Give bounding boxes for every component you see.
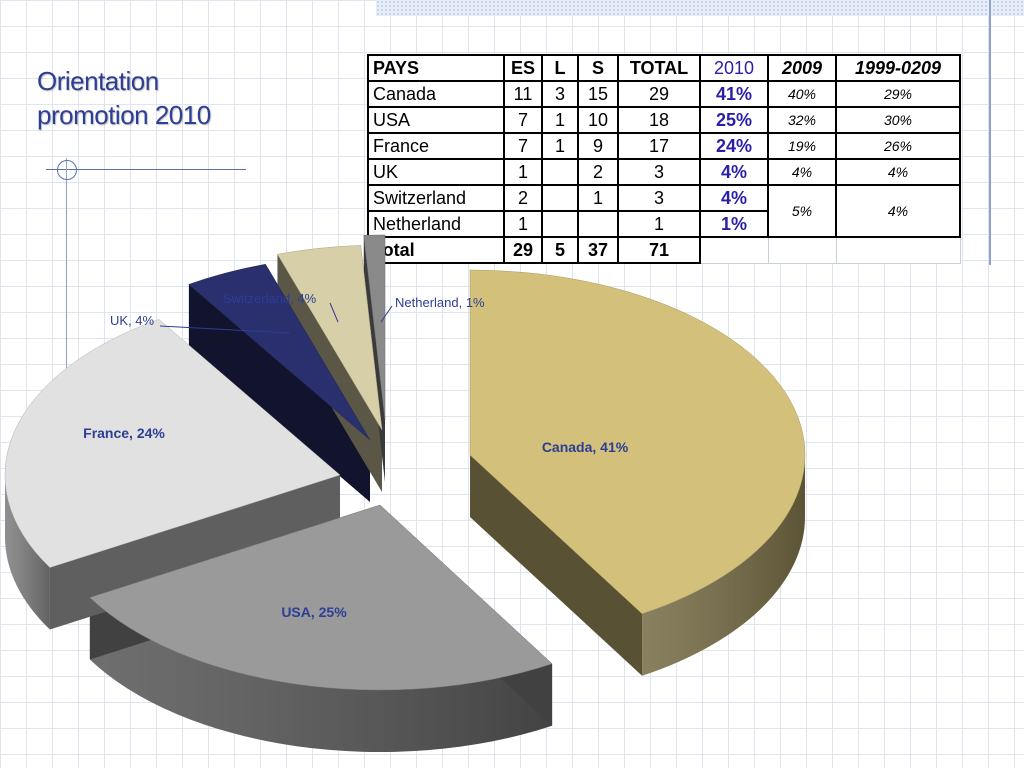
cell-2010: 41% — [699, 80, 769, 108]
cell-country: UK — [367, 158, 505, 186]
cell-2010: 25% — [699, 106, 769, 134]
cell-s: 9 — [577, 132, 619, 160]
title-line-1: Orientation — [37, 66, 159, 96]
pie-slice-side-shade — [4, 475, 50, 630]
header-s: S — [577, 54, 619, 82]
cell-total: 18 — [617, 106, 701, 134]
table-total-row: Total 29 5 37 71 — [367, 236, 961, 264]
cell-es: 11 — [503, 80, 543, 108]
title-line-2: promotion 2010 — [37, 100, 211, 130]
table-row: USA 7 1 10 18 25% 32% 30% — [367, 106, 961, 134]
header-es: ES — [503, 54, 543, 82]
pie-slice-uk — [188, 263, 371, 441]
header-total: TOTAL — [617, 54, 701, 82]
slide-title: Orientation promotion 2010 — [37, 64, 267, 132]
decor-horizontal-line — [46, 169, 246, 170]
cell-total: 17 — [617, 132, 701, 160]
cell-total: 1 — [617, 210, 701, 238]
cell-2010: 4% — [699, 158, 769, 186]
header-pays: PAYS — [367, 54, 505, 82]
table-header-row: PAYS ES L S TOTAL 2010 2009 1999-0209 — [367, 54, 961, 82]
header-l: L — [541, 54, 579, 82]
cell-1999-0209: 30% — [835, 106, 961, 134]
cell-l: 1 — [541, 132, 579, 160]
cell-2009: 19% — [767, 132, 837, 160]
cell-total: 3 — [617, 158, 701, 186]
cell-l — [541, 210, 579, 238]
cell-2009: 32% — [767, 106, 837, 134]
cell-empty — [699, 236, 769, 264]
cell-es: 1 — [503, 210, 543, 238]
data-label-usa: USA, 25% — [281, 604, 347, 620]
cell-es: 7 — [503, 132, 543, 160]
cell-s: 15 — [577, 80, 619, 108]
cell-1999-0209: 4% — [835, 184, 961, 238]
data-label-netherland: Netherland, 1% — [395, 295, 485, 310]
cell-country: France — [367, 132, 505, 160]
table-row: Netherland 1 1 1% — [367, 210, 960, 238]
cell-2010: 24% — [699, 132, 769, 160]
cell-empty — [835, 236, 961, 264]
pie-slice-usa — [89, 504, 553, 691]
data-label-canada: Canada, 41% — [542, 439, 629, 455]
pie-slice-side-shade — [642, 455, 805, 676]
cell-s: 2 — [577, 158, 619, 186]
cell-2009: 4% — [767, 158, 837, 186]
top-decor-band — [376, 0, 1024, 16]
pie-slice-switzerland — [277, 245, 383, 431]
leader-line-uk — [159, 325, 291, 334]
cell-country: Netherland — [367, 210, 505, 238]
data-label-switzerland: Switzerland, 4% — [223, 291, 317, 306]
cell-total: 29 — [617, 80, 701, 108]
pie-slice-france — [4, 319, 341, 568]
leader-line-netherland — [380, 305, 393, 323]
cell-total-es: 29 — [503, 236, 543, 264]
header-2009: 2009 — [767, 54, 837, 82]
pie-slice-netherland — [363, 234, 386, 421]
cell-2010: 4% — [699, 184, 769, 212]
table-row: Canada 11 3 15 29 41% 40% 29% — [367, 80, 961, 108]
data-label-france: France, 24% — [83, 425, 165, 441]
leader-line-switzerland — [329, 302, 339, 323]
header-1999-0209: 1999-0209 — [835, 54, 961, 82]
cell-l: 1 — [541, 106, 579, 134]
cell-es: 2 — [503, 184, 543, 212]
cell-empty — [767, 236, 837, 264]
cell-total-total: 71 — [617, 236, 701, 264]
cell-l — [541, 184, 579, 212]
cell-2009: 5% — [767, 184, 837, 238]
cell-s: 10 — [577, 106, 619, 134]
right-decor-line — [989, 0, 991, 265]
cell-country: Canada — [367, 80, 505, 108]
cell-1999-0209: 29% — [835, 80, 961, 108]
pie-slice-cut-canada — [470, 455, 643, 676]
decor-vertical-line — [66, 158, 67, 458]
pie-slice-canada — [469, 269, 806, 615]
cell-total: 3 — [617, 184, 701, 212]
cell-s — [577, 210, 619, 238]
pie-slice-side-shade — [89, 597, 553, 752]
cell-2009: 40% — [767, 80, 837, 108]
cell-1999-0209: 4% — [835, 158, 961, 186]
cell-l — [541, 158, 579, 186]
cell-total-s: 37 — [577, 236, 619, 264]
cell-2010: 1% — [699, 210, 769, 238]
cell-total-l: 5 — [541, 236, 579, 264]
header-2010: 2010 — [699, 54, 769, 82]
cell-l: 3 — [541, 80, 579, 108]
cell-country: Switzerland — [367, 184, 505, 212]
cell-1999-0209: 26% — [835, 132, 961, 160]
table-row: France 7 1 9 17 24% 19% 26% — [367, 132, 961, 160]
table-row: UK 1 2 3 4% 4% 4% — [367, 158, 961, 186]
data-label-uk: UK, 4% — [110, 313, 155, 328]
stats-table: PAYS ES L S TOTAL 2010 2009 1999-0209 Ca… — [367, 54, 961, 264]
cell-country: USA — [367, 106, 505, 134]
cell-es: 7 — [503, 106, 543, 134]
cell-s: 1 — [577, 184, 619, 212]
decor-circle — [57, 160, 77, 180]
pie-slice-cut-uk — [188, 284, 370, 502]
table-row: Switzerland 2 1 3 4% 5% 4% — [367, 184, 961, 238]
cell-es: 1 — [503, 158, 543, 186]
